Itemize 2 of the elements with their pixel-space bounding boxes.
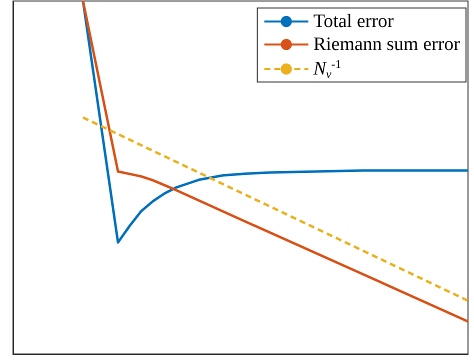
legend-label: Riemann sum error [313,34,461,55]
legend-label: Total error [313,11,394,32]
